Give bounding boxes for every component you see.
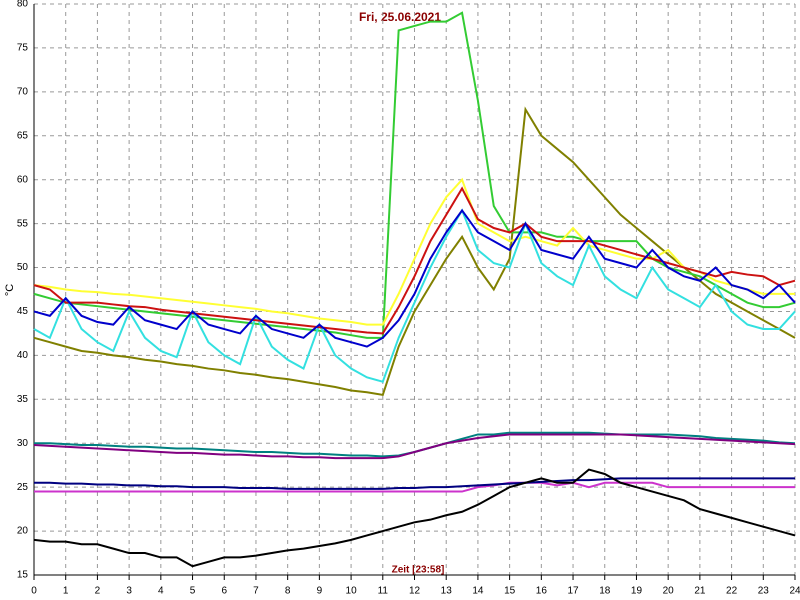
x-tick-label: 16 bbox=[536, 586, 548, 597]
x-tick-label: 18 bbox=[599, 586, 611, 597]
x-tick-label: 3 bbox=[126, 586, 132, 597]
chart-title: Fri, 25.06.2021 bbox=[359, 10, 441, 24]
x-tick-label: 19 bbox=[631, 586, 643, 597]
x-axis-label: Zeit [23:58] bbox=[392, 565, 445, 576]
x-tick-label: 24 bbox=[789, 586, 800, 597]
y-tick-label: 45 bbox=[17, 306, 29, 317]
x-tick-label: 7 bbox=[253, 586, 259, 597]
y-tick-label: 75 bbox=[17, 43, 29, 54]
x-tick-label: 5 bbox=[190, 586, 196, 597]
x-tick-label: 8 bbox=[285, 586, 291, 597]
x-tick-label: 12 bbox=[409, 586, 421, 597]
x-tick-label: 6 bbox=[221, 586, 227, 597]
x-tick-label: 21 bbox=[694, 586, 706, 597]
series-line bbox=[33, 468, 796, 568]
y-tick-label: 15 bbox=[17, 570, 29, 581]
y-tick-label: 65 bbox=[17, 130, 29, 141]
x-tick-label: 23 bbox=[758, 586, 770, 597]
x-tick-label: 17 bbox=[567, 586, 579, 597]
y-tick-label: 35 bbox=[17, 394, 29, 405]
x-tick-label: 4 bbox=[158, 586, 164, 597]
y-tick-label: 25 bbox=[17, 482, 29, 493]
series-line bbox=[33, 106, 796, 397]
x-tick-label: 9 bbox=[317, 586, 323, 597]
x-tick-label: 14 bbox=[472, 586, 484, 597]
x-tick-label: 10 bbox=[346, 586, 358, 597]
y-tick-label: 60 bbox=[17, 174, 29, 185]
series-line bbox=[33, 186, 796, 335]
y-tick-label: 80 bbox=[17, 0, 29, 10]
y-tick-label: 50 bbox=[17, 262, 29, 273]
series-line bbox=[34, 477, 795, 490]
x-tick-label: 20 bbox=[663, 586, 675, 597]
x-tick-label: 11 bbox=[378, 586, 389, 597]
series-line bbox=[34, 481, 795, 493]
x-tick-label: 15 bbox=[504, 586, 516, 597]
y-tick-label: 30 bbox=[17, 438, 29, 449]
x-tick-label: 2 bbox=[95, 586, 101, 597]
series-line bbox=[33, 208, 796, 383]
y-tick-label: 70 bbox=[17, 86, 29, 97]
x-tick-label: 1 bbox=[63, 586, 69, 597]
y-tick-label: 20 bbox=[17, 526, 29, 537]
y-tick-label: 40 bbox=[17, 350, 29, 361]
x-tick-label: 0 bbox=[31, 586, 37, 597]
y-tick-label: 55 bbox=[17, 218, 29, 229]
x-tick-label: 13 bbox=[441, 586, 453, 597]
x-tick-label: 22 bbox=[726, 586, 738, 597]
series-line bbox=[33, 177, 795, 326]
series-line bbox=[33, 433, 796, 460]
y-axis-label: °C bbox=[4, 284, 16, 296]
series-line bbox=[33, 208, 796, 348]
